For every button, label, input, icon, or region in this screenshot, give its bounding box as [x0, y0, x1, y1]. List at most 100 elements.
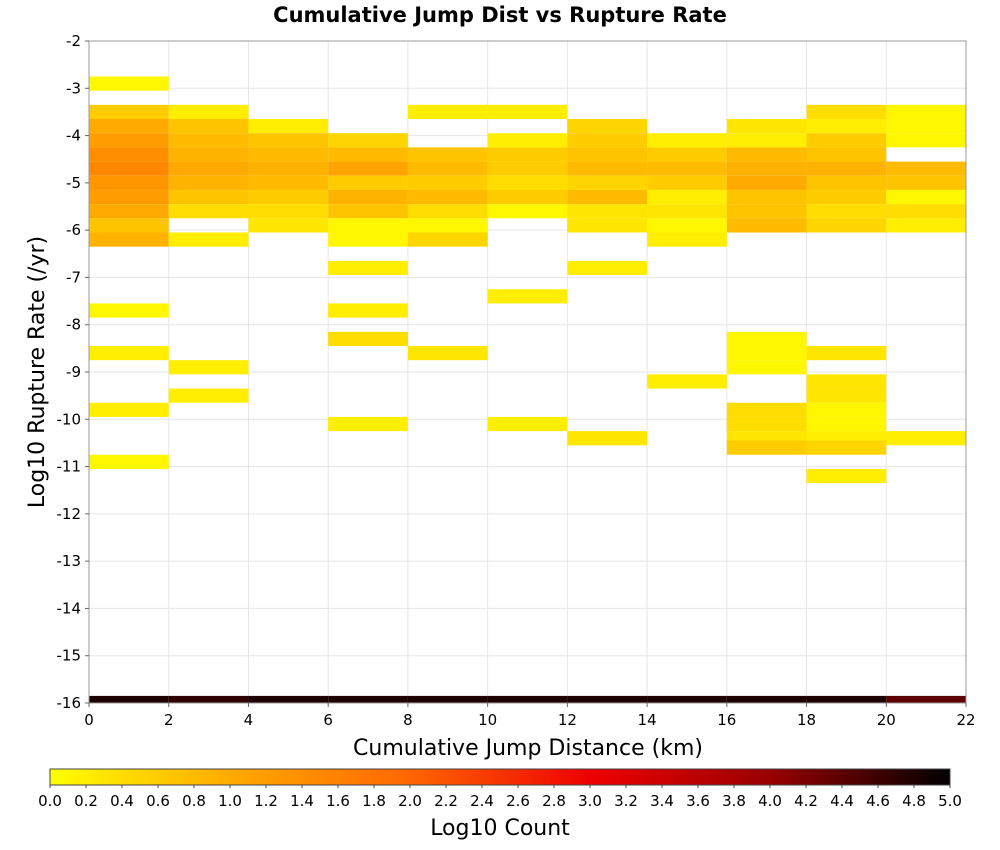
heatmap-cell — [89, 147, 169, 162]
heatmap-cell — [726, 695, 807, 703]
heatmap-cell — [89, 303, 169, 318]
heatmap-cell — [487, 175, 568, 190]
heatmap-cell — [89, 232, 169, 247]
heatmap-cell — [726, 218, 807, 233]
colorbar-title: Log10 Count — [430, 816, 570, 841]
y-tick-label: -14 — [57, 599, 82, 617]
heatmap-cell — [89, 161, 169, 176]
heatmap-cell — [168, 175, 249, 190]
heatmap-cell — [647, 133, 727, 148]
heatmap-cell — [328, 303, 408, 318]
heatmap-cell — [567, 204, 648, 219]
heatmap-cell — [806, 147, 887, 162]
heatmap-cell — [89, 175, 169, 190]
colorbar-tick-label: 3.0 — [578, 792, 602, 810]
colorbar-tick-label: 0.2 — [74, 792, 98, 810]
heatmap-cell — [567, 431, 648, 446]
heatmap-cell — [328, 133, 408, 148]
heatmap-cell — [647, 695, 727, 703]
heatmap-cell — [328, 161, 408, 176]
heatmap-cell — [248, 189, 329, 205]
heatmap-cell — [89, 104, 169, 120]
y-tick-label: -12 — [57, 505, 82, 523]
heatmap-cell — [647, 204, 727, 219]
y-tick-label: -16 — [57, 694, 82, 712]
y-tick-label: -3 — [66, 79, 81, 97]
heatmap-cell — [168, 119, 249, 134]
heatmap-cell — [328, 260, 408, 276]
heatmap-cell — [886, 204, 966, 219]
heatmap-cell — [168, 147, 249, 162]
y-tick-label: -11 — [57, 458, 82, 476]
colorbar — [49, 768, 951, 786]
heatmap-cell — [806, 468, 887, 484]
heatmap-cell — [89, 204, 169, 219]
heatmap-cell — [487, 133, 568, 148]
heatmap-cell — [726, 402, 807, 417]
heatmap-cell — [407, 161, 488, 176]
heatmap-cell — [248, 204, 329, 219]
colorbar-gradient — [49, 768, 951, 786]
heatmap-cell — [487, 161, 568, 176]
heatmap-cell — [168, 695, 249, 703]
x-tick-label: 20 — [877, 711, 896, 729]
heatmap-cell — [806, 204, 887, 219]
heatmap-cell — [806, 104, 887, 120]
y-tick-label: -13 — [57, 552, 82, 570]
heatmap-cell — [328, 204, 408, 219]
heatmap-cell — [806, 175, 887, 190]
colorbar-tick-label: 3.2 — [614, 792, 638, 810]
x-tick-labels: 0 2 4 6 8 10 12 14 16 18 20 22 — [84, 703, 976, 729]
colorbar-tick-label: 2.6 — [506, 792, 530, 810]
heatmap-cell — [886, 119, 966, 134]
heatmap-cell — [886, 218, 966, 233]
heatmap-cell — [726, 119, 807, 134]
heatmap-cell — [647, 374, 727, 389]
colorbar-tick-label: 0.4 — [110, 792, 134, 810]
heatmap-cell — [886, 133, 966, 148]
heatmap-cell — [567, 189, 648, 205]
heatmap-cell — [407, 204, 488, 219]
colorbar-tick-label: 2.8 — [542, 792, 566, 810]
heatmap-cell — [886, 104, 966, 120]
heatmap-cell — [726, 161, 807, 176]
colorbar-tick-label: 1.4 — [290, 792, 314, 810]
colorbar-tick-label: 0.6 — [146, 792, 170, 810]
heatmap-cell — [806, 119, 887, 134]
colorbar-tick-label: 2.4 — [470, 792, 494, 810]
heatmap-cell — [168, 388, 249, 403]
heatmap-cell — [407, 175, 488, 190]
y-tick-label: -8 — [66, 316, 81, 334]
heatmap-cell — [806, 440, 887, 455]
x-tick-label: 8 — [403, 711, 413, 729]
heatmap-cell — [168, 104, 249, 120]
heatmap-cell — [89, 218, 169, 233]
heatmap-cell — [726, 133, 807, 148]
heatmap-cell — [328, 175, 408, 190]
heatmap-cell — [328, 416, 408, 432]
y-tick-label: -6 — [66, 221, 81, 239]
heatmap-cell — [89, 119, 169, 134]
chart-title: Cumulative Jump Dist vs Rupture Rate — [273, 3, 727, 27]
heatmap-cell — [726, 331, 807, 346]
colorbar-tick-label: 1.0 — [218, 792, 242, 810]
heatmap-cell — [168, 161, 249, 176]
heatmap-cell — [487, 695, 568, 703]
x-tick-label: 14 — [638, 711, 657, 729]
heatmap-cell — [487, 189, 568, 205]
colorbar-tick-label: 4.2 — [794, 792, 818, 810]
heatmap-cell — [886, 161, 966, 176]
heatmap-cell — [886, 175, 966, 190]
x-axis-title: Cumulative Jump Distance (km) — [353, 736, 703, 761]
heatmap-cell — [89, 345, 169, 361]
heatmap-cell — [726, 416, 807, 432]
colorbar-tick-label: 5.0 — [938, 792, 962, 810]
y-tick-labels: -2 -3 -4 -5 -6 -7 -8 -9 -10 -11 -12 -13 -14 -15 -16 — [57, 32, 89, 712]
heatmap-cell — [407, 695, 488, 703]
heatmap-cell — [726, 147, 807, 162]
x-tick-label: 22 — [956, 711, 975, 729]
heatmap-cell — [647, 218, 727, 233]
colorbar-tick-label: 0.0 — [38, 792, 62, 810]
y-tick-label: -15 — [57, 647, 82, 665]
